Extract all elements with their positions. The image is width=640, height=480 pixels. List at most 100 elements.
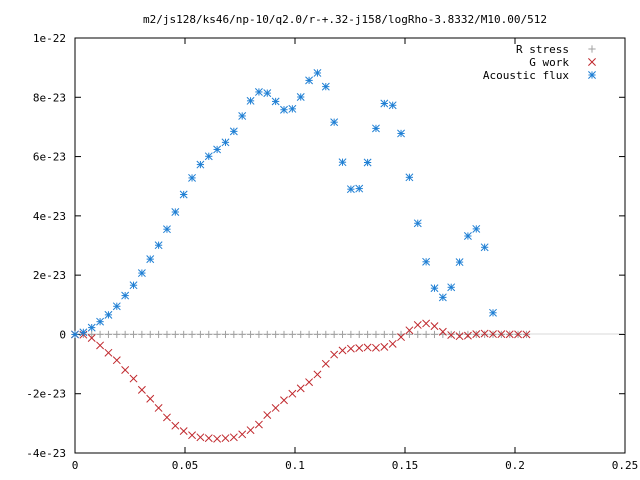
acoustic-flux-point	[413, 219, 422, 228]
r-stress-point	[455, 330, 464, 339]
acoustic-flux-point	[229, 127, 238, 136]
acoustic-flux-point	[188, 173, 196, 182]
acoustic-flux-point	[112, 302, 121, 311]
acoustic-flux-point	[204, 152, 213, 161]
acoustic-flux-point	[296, 93, 305, 101]
g-work-point	[405, 326, 414, 335]
r-stress-point	[205, 330, 213, 339]
acoustic-flux-point	[447, 283, 456, 292]
r-stress-point	[230, 330, 238, 339]
r-stress-point	[297, 330, 305, 339]
acoustic-flux-point	[305, 76, 314, 85]
r-stress-point	[355, 330, 363, 339]
x-tick-label: 0.05	[172, 459, 199, 472]
r-stress-point	[163, 330, 171, 339]
g-work-point	[179, 427, 188, 436]
g-work-point	[514, 330, 523, 339]
legend-marker-r-stress	[588, 45, 596, 53]
acoustic-flux-point	[163, 225, 171, 234]
r-stress-point	[238, 330, 246, 339]
y-tick-label: 2e-23	[33, 269, 66, 282]
legend-label-r-stress: R stress	[516, 43, 569, 56]
acoustic-flux-point	[121, 291, 130, 300]
x-tick-label: 0.15	[392, 459, 419, 472]
r-stress-point	[121, 330, 129, 339]
g-work-point	[121, 366, 130, 374]
r-stress-point	[338, 330, 347, 339]
g-work-point	[505, 330, 514, 339]
acoustic-flux-point	[321, 82, 330, 91]
g-work-point	[455, 332, 464, 341]
g-work-point	[96, 341, 105, 350]
g-work-point	[137, 385, 146, 394]
g-work-point	[372, 343, 380, 352]
r-stress-point	[196, 330, 204, 339]
r-stress-point	[288, 330, 296, 339]
acoustic-flux-point	[271, 97, 280, 106]
acoustic-flux-point	[280, 105, 288, 114]
y-tick-label: 1e-22	[33, 32, 66, 45]
g-work-point	[87, 334, 96, 342]
g-work-point	[313, 370, 322, 379]
r-stress-point	[113, 330, 121, 339]
chart-title: m2/js128/ks46/np-10/q2.0/r-+.32-j158/log…	[143, 13, 547, 26]
acoustic-flux-point	[179, 190, 188, 199]
g-work-point	[380, 342, 389, 351]
g-work-point	[338, 346, 347, 355]
r-stress-point	[272, 330, 280, 339]
g-work-point	[171, 421, 180, 430]
r-stress-point	[280, 330, 288, 339]
acoustic-flux-point	[104, 310, 113, 319]
y-tick-label: -2e-23	[26, 388, 66, 401]
g-work-point	[346, 344, 355, 353]
x-tick-label: 0.2	[505, 459, 525, 472]
g-work-point	[146, 394, 155, 403]
acoustic-flux-point	[87, 323, 96, 332]
acoustic-flux-point	[254, 87, 263, 96]
acoustic-flux-point	[397, 129, 405, 138]
r-stress-point	[330, 330, 338, 339]
g-work-point	[422, 319, 431, 328]
legend-label-g-work: G work	[529, 56, 569, 69]
r-stress-point	[322, 330, 330, 339]
acoustic-flux-point	[480, 243, 489, 252]
y-tick-label: 6e-23	[33, 151, 66, 164]
acoustic-flux-point	[472, 224, 481, 233]
data-marks	[71, 69, 531, 443]
r-stress-point	[88, 330, 96, 339]
acoustic-flux-point	[330, 118, 339, 127]
plot-frame	[74, 37, 626, 454]
acoustic-flux-point	[263, 89, 272, 98]
g-work-point	[480, 329, 489, 338]
acoustic-flux-point	[463, 232, 472, 240]
g-work-point	[238, 430, 247, 439]
acoustic-flux-point	[355, 184, 364, 193]
g-work-point	[397, 333, 405, 342]
r-stress-point	[180, 330, 188, 339]
acoustic-flux-point	[154, 241, 163, 250]
r-stress-point	[263, 330, 271, 339]
acoustic-flux-point	[221, 138, 230, 147]
r-stress-point	[146, 330, 154, 339]
r-stress-point	[138, 330, 146, 339]
acoustic-flux-point	[338, 158, 347, 167]
acoustic-flux-point	[438, 293, 447, 302]
r-stress-point	[313, 330, 322, 339]
acoustic-flux-point	[430, 284, 439, 293]
y-tick-label: 4e-23	[33, 210, 66, 223]
g-work-point	[388, 339, 397, 348]
r-stress-point	[96, 330, 104, 339]
acoustic-flux-point	[422, 257, 431, 266]
acoustic-flux-point	[346, 185, 355, 194]
g-work-point	[305, 378, 314, 387]
legend-label-acoustic-flux: Acoustic flux	[483, 69, 569, 82]
g-work-point	[430, 322, 439, 331]
acoustic-flux-point	[363, 158, 372, 167]
acoustic-flux-point	[246, 96, 255, 105]
g-work-point	[296, 384, 305, 393]
g-work-point	[204, 434, 213, 443]
acoustic-flux-point	[372, 124, 380, 133]
g-work-point	[112, 356, 121, 365]
g-work-point	[363, 343, 372, 352]
